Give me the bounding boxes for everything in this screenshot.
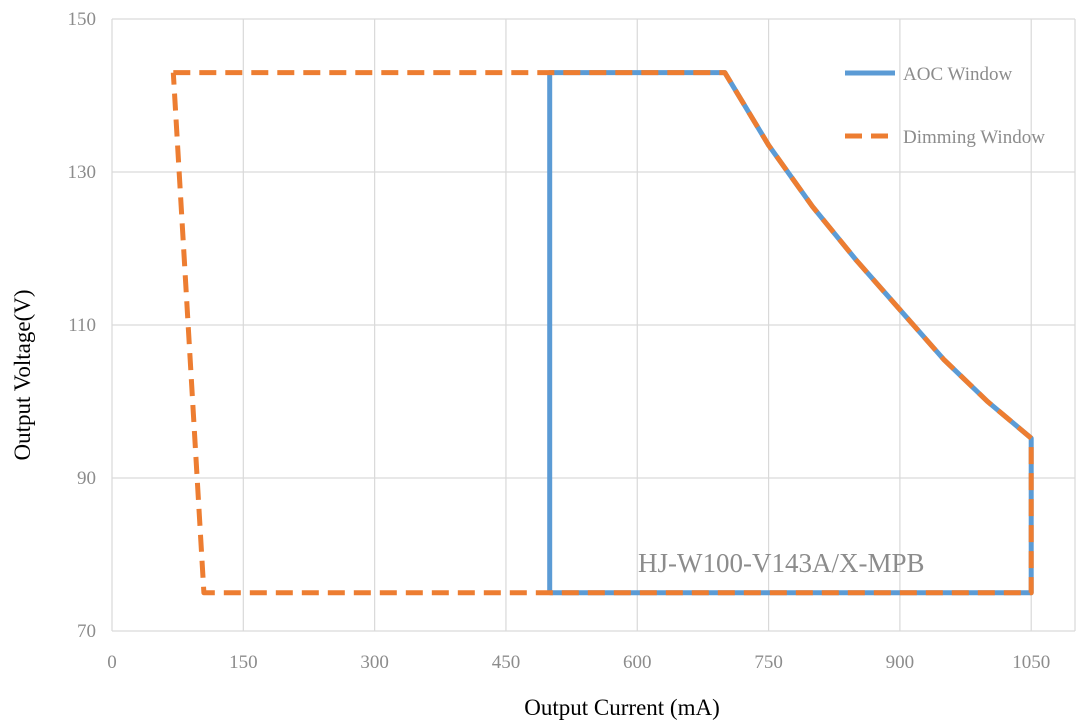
series-line-dimming-window (170, 70, 1034, 596)
x-tick-label: 300 (360, 652, 389, 673)
x-tick-label: 0 (107, 652, 117, 673)
x-tick-label: 600 (623, 652, 652, 673)
series-layer (170, 70, 1034, 596)
legend: AOC Window Dimming Window (845, 64, 1045, 148)
legend-label: AOC Window (903, 64, 1012, 85)
y-tick-label: 110 (68, 315, 96, 336)
x-tick-label: 450 (492, 652, 521, 673)
x-tick-label: 1050 (1012, 652, 1050, 673)
y-tick-label: 70 (77, 621, 96, 642)
x-tick-label: 900 (886, 652, 915, 673)
grid (111, 18, 1076, 632)
series-line-aoc-window (547, 70, 1034, 596)
tick-labels: 0 150 300 450 600 750 900 1050 70 90 110 130 150 (68, 9, 1051, 673)
y-axis-title: Output Voltage(V) (10, 290, 35, 461)
y-tick-label: 130 (68, 162, 97, 183)
y-tick-label: 90 (77, 468, 96, 489)
y-tick-label: 150 (68, 9, 97, 30)
x-axis-title: Output Current (mA) (524, 695, 719, 720)
x-tick-label: 150 (229, 652, 258, 673)
model-annotation: HJ-W100-V143A/X-MPB (638, 548, 925, 578)
x-tick-label: 750 (754, 652, 783, 673)
legend-label: Dimming Window (903, 127, 1045, 148)
